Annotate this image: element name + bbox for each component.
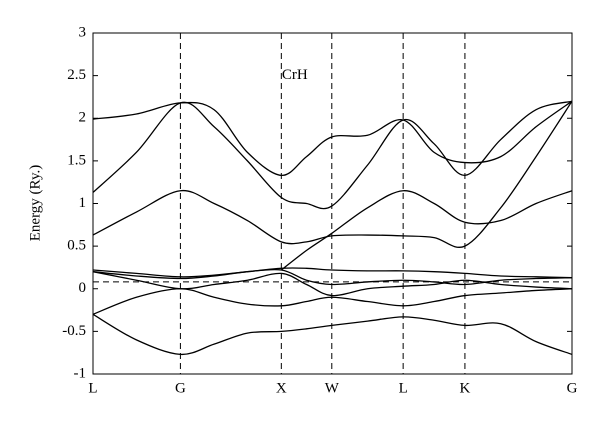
y-axis-label: Energy (Ry.) <box>27 165 43 241</box>
band-line <box>92 288 573 315</box>
band-line <box>92 100 573 177</box>
band-line <box>92 313 573 356</box>
x-tick-label: L <box>88 380 97 396</box>
y-tick-label: 0 <box>79 280 87 296</box>
x-tick-label: L <box>399 380 408 396</box>
y-tick-label: -0.5 <box>62 323 86 339</box>
annotation: CrH <box>282 67 308 83</box>
x-tick-label: G <box>567 380 578 396</box>
x-tick-label: K <box>459 380 470 396</box>
band-line <box>92 268 573 286</box>
x-tick-label: X <box>276 380 287 396</box>
y-tick-label: 2.5 <box>67 67 86 83</box>
y-tick-label: 3 <box>79 24 87 40</box>
x-tick-label: G <box>175 380 186 396</box>
y-tick-label: 0.5 <box>67 238 86 254</box>
y-tick-label: 1 <box>79 195 87 211</box>
x-tick-label: W <box>325 380 340 396</box>
plot-frame <box>92 32 573 375</box>
y-tick-label: -1 <box>74 365 87 381</box>
band-line <box>280 190 573 271</box>
band-line <box>92 100 573 210</box>
band-line <box>92 100 573 248</box>
y-tick-label: 1.5 <box>67 152 86 168</box>
band-line <box>92 267 573 279</box>
y-tick-label: 2 <box>79 110 87 126</box>
band-line <box>92 271 573 297</box>
